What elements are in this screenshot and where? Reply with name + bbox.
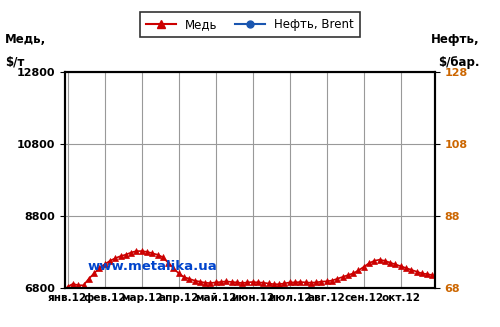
Text: $/т: $/т	[5, 56, 24, 69]
Медь	[181, 275, 187, 279]
Text: $/бар.: $/бар.	[438, 56, 480, 69]
Text: Нефть,: Нефть,	[432, 33, 480, 46]
Медь	[271, 282, 277, 286]
Медь	[112, 256, 118, 260]
Медь	[134, 249, 140, 253]
Медь	[430, 273, 436, 277]
Медь	[64, 285, 70, 289]
Line: Медь: Медь	[64, 248, 436, 290]
Медь	[154, 253, 160, 257]
Медь	[382, 259, 388, 263]
Legend: Медь, Нефть, Brent: Медь, Нефть, Brent	[140, 12, 360, 37]
Text: Медь,: Медь,	[5, 33, 46, 46]
Text: www.metalika.ua: www.metalika.ua	[87, 261, 217, 273]
Медь	[376, 258, 382, 262]
